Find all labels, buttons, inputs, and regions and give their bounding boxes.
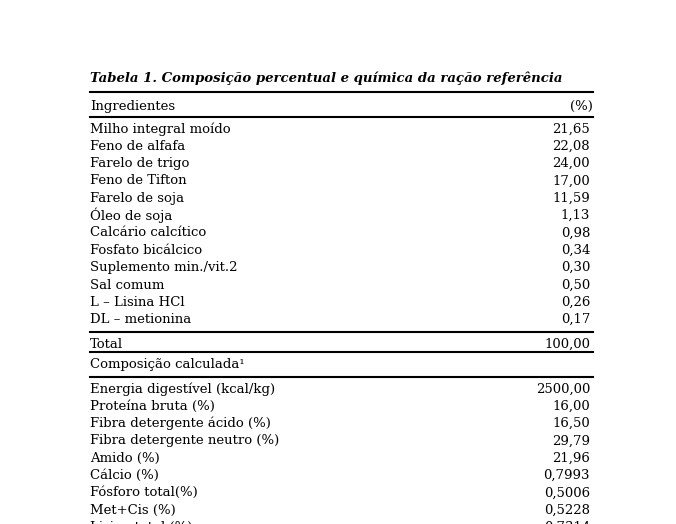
Text: Proteína bruta (%): Proteína bruta (%) (90, 400, 214, 412)
Text: Farelo de trigo: Farelo de trigo (90, 157, 189, 170)
Text: 0,50: 0,50 (561, 279, 590, 291)
Text: Óleo de soja: Óleo de soja (90, 208, 172, 223)
Text: 21,96: 21,96 (552, 452, 590, 465)
Text: Cálcio (%): Cálcio (%) (90, 469, 159, 482)
Text: 0,7314: 0,7314 (544, 521, 590, 524)
Text: Feno de Tifton: Feno de Tifton (90, 174, 187, 188)
Text: Fósforo total(%): Fósforo total(%) (90, 486, 197, 499)
Text: 0,30: 0,30 (560, 261, 590, 274)
Text: 0,34: 0,34 (560, 244, 590, 257)
Text: Suplemento min./vit.2: Suplemento min./vit.2 (90, 261, 237, 274)
Text: Tabela 1. Composição percentual e química da ração referência: Tabela 1. Composição percentual e químic… (90, 72, 562, 85)
Text: 16,00: 16,00 (552, 400, 590, 412)
Text: Fibra detergente ácido (%): Fibra detergente ácido (%) (90, 417, 270, 430)
Text: DL – metionina: DL – metionina (90, 313, 191, 326)
Text: 2500,00: 2500,00 (535, 383, 590, 395)
Text: Farelo de soja: Farelo de soja (90, 192, 184, 205)
Text: Sal comum: Sal comum (90, 279, 164, 291)
Text: Milho integral moído: Milho integral moído (90, 122, 231, 136)
Text: Lisina total (%): Lisina total (%) (90, 521, 192, 524)
Text: 0,7993: 0,7993 (544, 469, 590, 482)
Text: L – Lisina HCl: L – Lisina HCl (90, 296, 185, 309)
Text: Amido (%): Amido (%) (90, 452, 160, 465)
Text: Total: Total (90, 337, 123, 351)
Text: (%): (%) (570, 100, 593, 113)
Text: 17,00: 17,00 (552, 174, 590, 188)
Text: Feno de alfafa: Feno de alfafa (90, 140, 185, 152)
Text: 100,00: 100,00 (544, 337, 590, 351)
Text: 22,08: 22,08 (552, 140, 590, 152)
Text: Ingredientes: Ingredientes (90, 100, 175, 113)
Text: 16,50: 16,50 (552, 417, 590, 430)
Text: 11,59: 11,59 (552, 192, 590, 205)
Text: Calcário calcítico: Calcário calcítico (90, 226, 206, 239)
Text: 24,00: 24,00 (552, 157, 590, 170)
Text: 0,5228: 0,5228 (544, 504, 590, 517)
Text: Energia digestível (kcal/kg): Energia digestível (kcal/kg) (90, 382, 275, 396)
Text: 0,26: 0,26 (560, 296, 590, 309)
Text: 1,13: 1,13 (560, 209, 590, 222)
Text: 0,17: 0,17 (560, 313, 590, 326)
Text: 0,98: 0,98 (560, 226, 590, 239)
Text: 0,5006: 0,5006 (544, 486, 590, 499)
Text: Fibra detergente neutro (%): Fibra detergente neutro (%) (90, 434, 279, 447)
Text: Fosfato bicálcico: Fosfato bicálcico (90, 244, 202, 257)
Text: Met+Cis (%): Met+Cis (%) (90, 504, 176, 517)
Text: 29,79: 29,79 (552, 434, 590, 447)
Text: Composição calculada¹: Composição calculada¹ (90, 358, 244, 372)
Text: 21,65: 21,65 (552, 123, 590, 135)
